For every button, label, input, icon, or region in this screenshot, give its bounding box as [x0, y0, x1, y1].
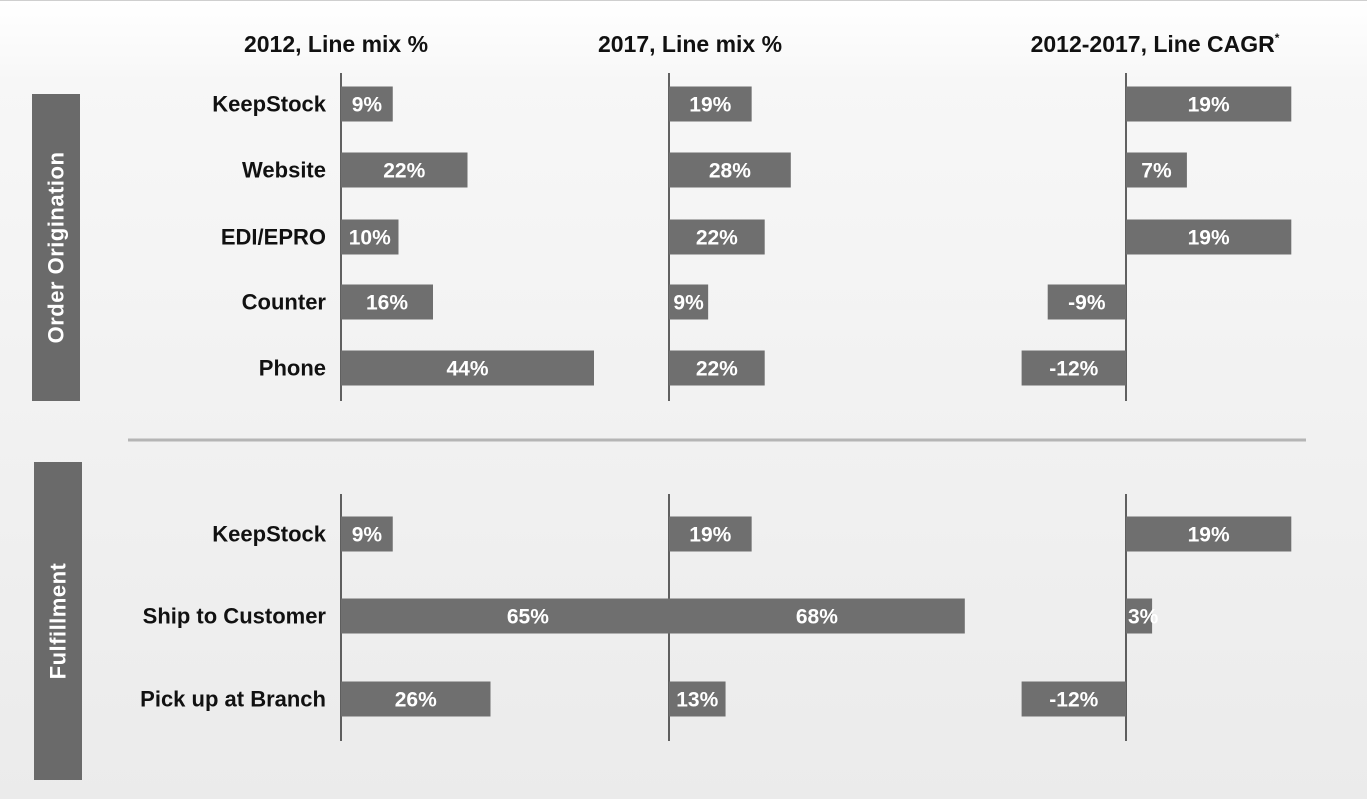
- bar-fulfillment-keepstock-col2: [669, 516, 752, 552]
- value-label-order-origination-keepstock-col3: 19%: [1188, 94, 1230, 117]
- bar-order-origination-keepstock-col1: [341, 86, 393, 122]
- bar-order-origination-counter-col3: [1047, 284, 1126, 320]
- category-label-order-origination-keepstock: KeepStock: [212, 92, 326, 117]
- value-label-fulfillment-keepstock-col3: 19%: [1188, 524, 1230, 547]
- bar-order-origination-edi-epro-col3: [1126, 219, 1292, 255]
- column-title-footnote-mark: *: [1275, 31, 1280, 45]
- category-label-fulfillment-ship-to-customer: Ship to Customer: [143, 604, 327, 629]
- bar-fulfillment-keepstock-col3: [1126, 516, 1292, 552]
- bars: 9% 22% 10% 16% 44% 19% 28% 22% 9% 22% 19% 7% 19% -9% -…: [341, 86, 1292, 717]
- value-label-fulfillment-ship-to-customer-col3: 3%: [1128, 606, 1159, 629]
- column-title-2: 2017, Line mix %: [598, 31, 782, 57]
- value-label-order-origination-website-col1: 22%: [383, 160, 425, 183]
- value-label-fulfillment-pick-up-at-branch-col1: 26%: [395, 689, 437, 712]
- category-label-order-origination-website: Website: [242, 158, 326, 183]
- value-label-fulfillment-pick-up-at-branch-col3: -12%: [1049, 689, 1098, 712]
- section-boxes: Order Origination Fulfillment: [32, 94, 82, 780]
- section-label-order-origination: Order Origination: [44, 152, 69, 344]
- bar-order-origination-edi-epro-col1: [341, 219, 399, 255]
- bar-order-origination-phone-col3: [1021, 350, 1126, 386]
- value-label-order-origination-edi-epro-col1: 10%: [349, 227, 391, 250]
- bar-fulfillment-keepstock-col1: [341, 516, 393, 552]
- bar-order-origination-counter-col1: [341, 284, 433, 320]
- value-label-fulfillment-keepstock-col1: 9%: [352, 524, 383, 547]
- bar-order-origination-website-col2: [669, 152, 791, 188]
- bar-order-origination-keepstock-col3: [1126, 86, 1292, 122]
- bar-fulfillment-ship-to-customer-col3: [1126, 598, 1153, 634]
- value-label-fulfillment-ship-to-customer-col2: 68%: [796, 606, 838, 629]
- category-label-fulfillment-pick-up-at-branch: Pick up at Branch: [140, 687, 326, 712]
- value-label-order-origination-counter-col3: -9%: [1068, 292, 1106, 315]
- bar-order-origination-phone-col1: [341, 350, 594, 386]
- value-label-fulfillment-pick-up-at-branch-col2: 13%: [676, 689, 718, 712]
- bar-order-origination-website-col1: [341, 152, 468, 188]
- value-label-order-origination-edi-epro-col2: 22%: [696, 227, 738, 250]
- value-label-order-origination-phone-col3: -12%: [1049, 358, 1098, 381]
- value-label-order-origination-counter-col1: 16%: [366, 292, 408, 315]
- bar-order-origination-phone-col2: [669, 350, 765, 386]
- bar-order-origination-keepstock-col2: [669, 86, 752, 122]
- category-label-fulfillment-keepstock: KeepStock: [212, 522, 326, 547]
- category-labels: KeepStock Website EDI/EPRO Counter Phone Keep…: [140, 92, 327, 712]
- value-label-order-origination-counter-col2: 9%: [673, 292, 704, 315]
- bar-fulfillment-ship-to-customer-col1: [341, 598, 715, 634]
- bar-order-origination-counter-col2: [669, 284, 709, 320]
- category-label-order-origination-counter: Counter: [242, 290, 327, 315]
- column-titles: 2012, Line mix % 2017, Line mix % 2012-201…: [244, 31, 1280, 57]
- bar-order-origination-edi-epro-col2: [669, 219, 765, 255]
- value-label-order-origination-website-col3: 7%: [1141, 160, 1172, 183]
- section-label-fulfillment: Fulfillment: [46, 562, 71, 679]
- value-label-order-origination-keepstock-col2: 19%: [689, 94, 731, 117]
- bar-fulfillment-ship-to-customer-col2: [669, 598, 965, 634]
- bar-fulfillment-pick-up-at-branch-col2: [669, 681, 726, 717]
- category-label-order-origination-phone: Phone: [259, 356, 326, 381]
- value-label-fulfillment-ship-to-customer-col1: 65%: [507, 606, 549, 629]
- value-label-fulfillment-keepstock-col2: 19%: [689, 524, 731, 547]
- value-label-order-origination-keepstock-col1: 9%: [352, 94, 383, 117]
- bar-order-origination-website-col3: [1126, 152, 1187, 188]
- section-label-box-order-origination: [32, 94, 80, 401]
- bar-fulfillment-pick-up-at-branch-col1: [341, 681, 491, 717]
- value-label-order-origination-phone-col1: 44%: [446, 358, 488, 381]
- column-title-3: 2012-2017, Line CAGR*: [1031, 31, 1280, 57]
- category-label-order-origination-edi-epro: EDI/EPRO: [221, 225, 326, 250]
- value-label-order-origination-website-col2: 28%: [709, 160, 751, 183]
- section-label-box-fulfillment: [34, 462, 82, 780]
- value-label-order-origination-edi-epro-col3: 19%: [1188, 227, 1230, 250]
- bar-fulfillment-pick-up-at-branch-col3: [1021, 681, 1126, 717]
- column-title-1: 2012, Line mix %: [244, 31, 428, 57]
- value-label-order-origination-phone-col2: 22%: [696, 358, 738, 381]
